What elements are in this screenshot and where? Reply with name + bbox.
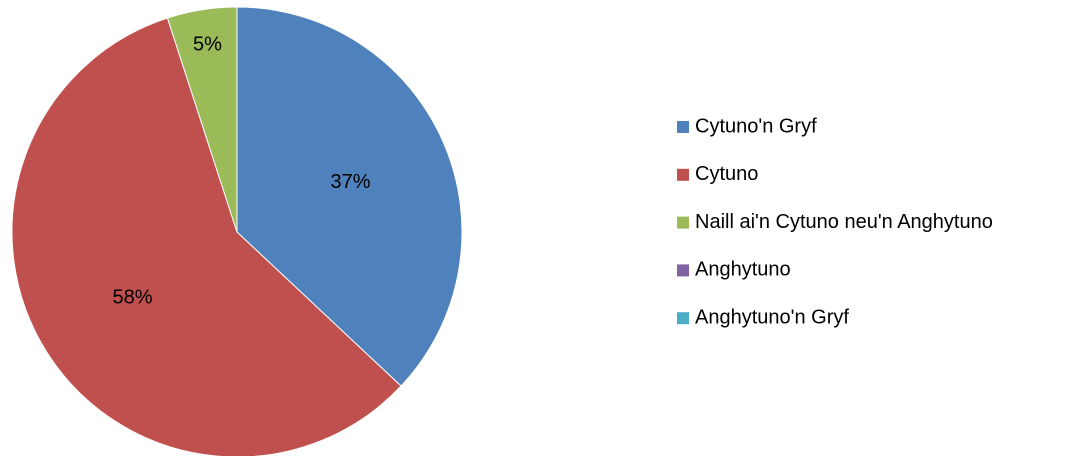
legend-swatch: [677, 168, 689, 181]
legend-swatch: [677, 312, 689, 325]
pie-slice: [166, 6, 238, 233]
legend-label: Anghytuno'n Gryf: [695, 306, 849, 328]
legend-label: Naill ai'n Cytuno neu'n Anghytuno: [695, 211, 993, 233]
pie-slice: [236, 6, 463, 387]
pie-slice: [11, 17, 402, 456]
legend-swatch: [677, 264, 689, 277]
data-label: 58%: [112, 287, 152, 309]
data-label: 5%: [193, 34, 222, 56]
legend-label: Anghytuno: [695, 259, 791, 281]
data-label: 37%: [331, 171, 371, 193]
legend-swatch: [677, 216, 689, 229]
legend-label: Cytuno: [695, 163, 758, 185]
legend-label: Cytuno'n Gryf: [695, 115, 817, 137]
legend-swatch: [677, 121, 689, 133]
